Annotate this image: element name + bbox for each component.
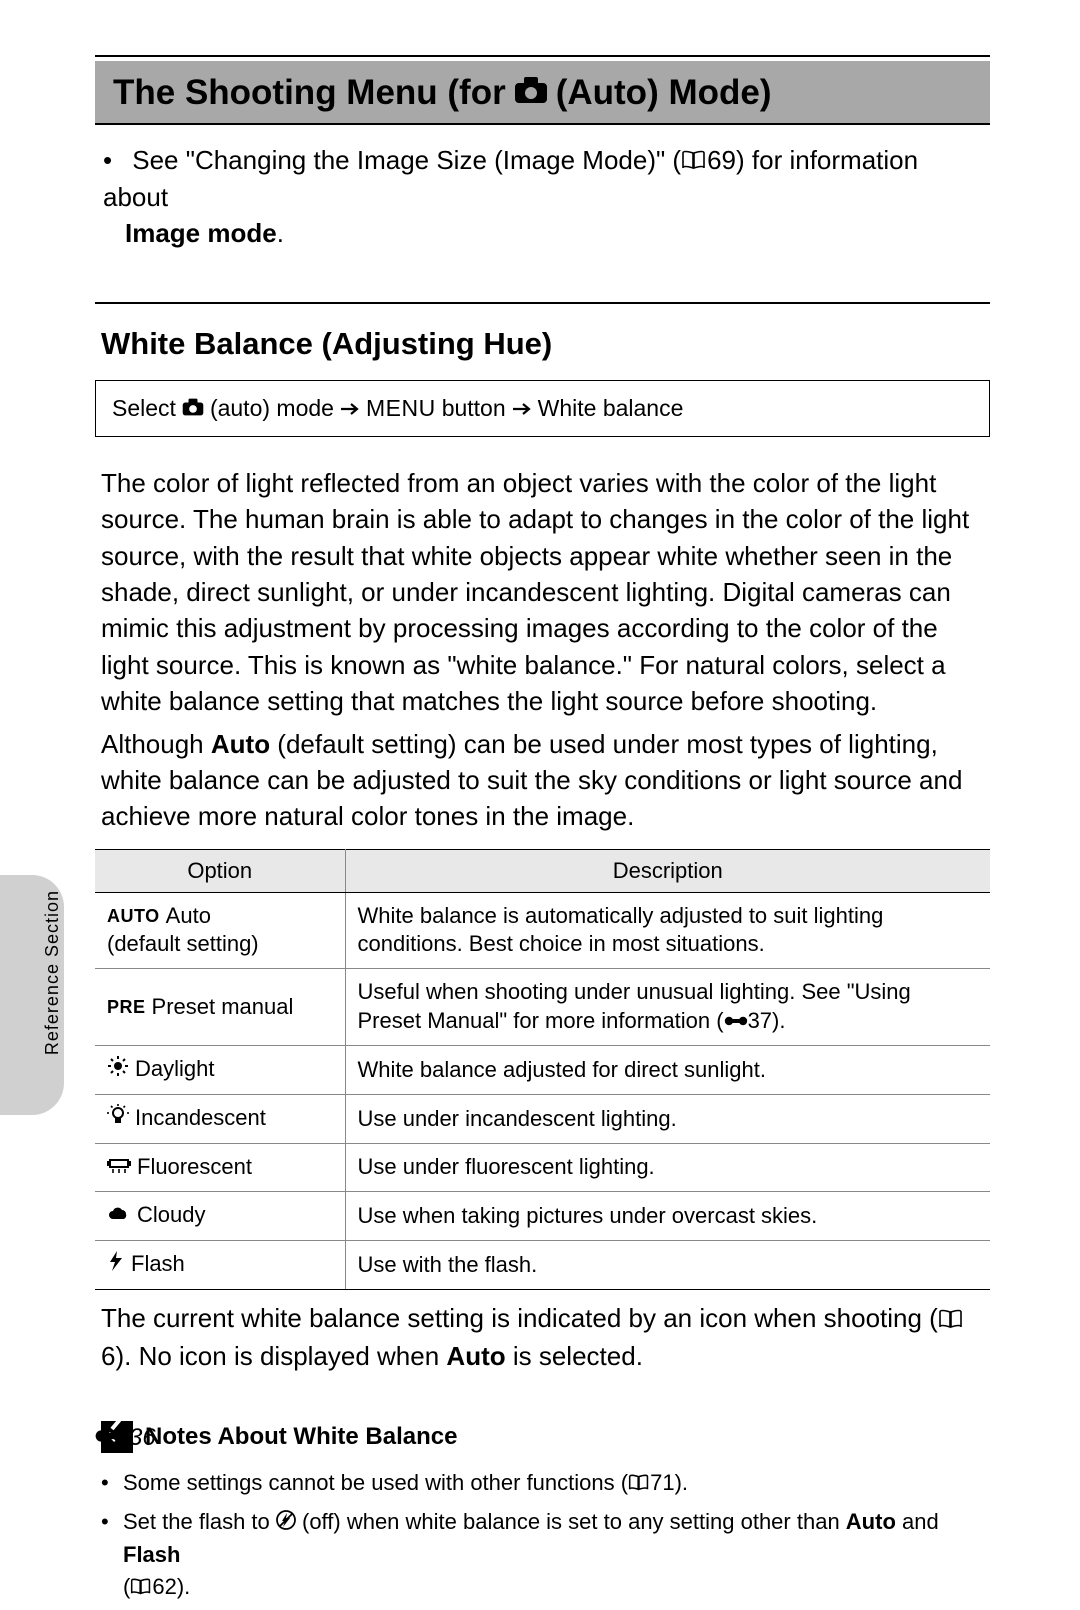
option-desc: White balance adjusted for direct sunlig…	[345, 1045, 990, 1094]
camera-icon	[514, 73, 548, 113]
intro-block: See "Changing the Image Size (Image Mode…	[95, 125, 990, 252]
option-label: Preset manual	[152, 994, 294, 1019]
arrow-right-icon	[340, 395, 360, 422]
navigation-path-box: Select (auto) mode MENU button White bal…	[95, 380, 990, 437]
camera-icon	[182, 395, 204, 422]
auto-icon: AUTO	[107, 905, 160, 928]
desc-pre: Useful when shooting under unusual light…	[358, 979, 911, 1033]
option-label: Daylight	[135, 1056, 214, 1081]
nav-btn: button	[442, 395, 506, 422]
notes-block: Notes About White Balance Some settings …	[95, 1421, 990, 1604]
after-post: is selected.	[506, 1341, 643, 1371]
notes-title: Notes About White Balance	[145, 1423, 457, 1451]
table-row: Fluorescent Use under fluorescent lighti…	[95, 1143, 990, 1191]
note2-mid: (off) when white balance is set to any s…	[296, 1509, 846, 1534]
option-label: Fluorescent	[137, 1154, 252, 1179]
after-ref: 6	[101, 1341, 115, 1371]
intro-end: .	[277, 218, 284, 248]
intro-ref: 69	[707, 145, 736, 175]
page-number-value: 36	[129, 1424, 156, 1452]
after-pre: The current white balance setting is ind…	[101, 1303, 938, 1333]
section-divider	[95, 302, 990, 304]
option-desc: Use with the flash.	[345, 1240, 990, 1289]
para2-bold: Auto	[211, 729, 270, 759]
option-label: Flash	[131, 1251, 185, 1276]
table-header-option: Option	[95, 849, 345, 892]
after-table-para: The current white balance setting is ind…	[95, 1300, 990, 1375]
intro-bold: Image mode	[125, 218, 277, 248]
note2-b1: Auto	[846, 1509, 896, 1534]
option-desc: Useful when shooting under unusual light…	[345, 968, 990, 1045]
note2-post-open: (	[123, 1574, 130, 1599]
note2-and: and	[896, 1509, 939, 1534]
notes-heading: Notes About White Balance	[101, 1421, 984, 1453]
reference-section-label: Reference Section	[42, 890, 63, 1055]
arrow-right-icon	[512, 395, 532, 422]
table-row: Cloudy Use when taking pictures under ov…	[95, 1192, 990, 1240]
desc-ref: 37	[748, 1008, 772, 1033]
cloudy-icon	[107, 1202, 131, 1231]
note2-post: ).	[177, 1574, 190, 1599]
intro-text-pre: See "Changing the Image Size (Image Mode…	[132, 145, 681, 175]
nav-end: White balance	[538, 395, 684, 422]
title-text-post: (Auto) Mode)	[556, 73, 772, 113]
table-row: AUTO Auto (default setting) White balance…	[95, 892, 990, 968]
page-title-bar: The Shooting Menu (for (Auto) Mode)	[95, 61, 990, 125]
page-title: The Shooting Menu (for (Auto) Mode)	[113, 73, 972, 113]
notes-item: Set the flash to (off) when white balanc…	[101, 1506, 984, 1604]
fluorescent-icon	[107, 1154, 131, 1183]
table-header-description: Description	[345, 849, 990, 892]
daylight-icon	[107, 1055, 129, 1085]
ref-link-icon	[95, 1424, 125, 1452]
option-desc: Use under incandescent lighting.	[345, 1094, 990, 1143]
paragraph-2: Although Auto (default setting) can be u…	[95, 726, 990, 835]
book-ref-icon	[681, 144, 707, 180]
option-label: Cloudy	[137, 1202, 205, 1227]
page-number: 36	[95, 1424, 156, 1452]
notes-item: Some settings cannot be used with other …	[101, 1467, 984, 1500]
para2-pre: Although	[101, 729, 211, 759]
note2-ref: 62	[152, 1574, 176, 1599]
option-label: Auto	[166, 903, 211, 928]
table-row: Incandescent Use under incandescent ligh…	[95, 1094, 990, 1143]
note1-pre: Some settings cannot be used with other …	[123, 1470, 628, 1495]
note2-b2: Flash	[123, 1542, 180, 1567]
ref-link-icon	[724, 1007, 748, 1036]
nav-mode: (auto) mode	[210, 395, 334, 422]
note2-pre: Set the flash to	[123, 1509, 276, 1534]
after-mid: ). No icon is displayed when	[115, 1341, 446, 1371]
flash-icon	[107, 1250, 125, 1280]
pre-icon: PRE	[107, 996, 146, 1019]
option-desc: Use under fluorescent lighting.	[345, 1143, 990, 1191]
option-label: Incandescent	[135, 1105, 266, 1130]
option-desc: Use when taking pictures under overcast …	[345, 1192, 990, 1240]
incandescent-icon	[107, 1104, 129, 1134]
book-ref-icon	[130, 1572, 152, 1604]
title-text-pre: The Shooting Menu (for	[113, 73, 506, 113]
nav-menu: MENU	[366, 395, 436, 422]
book-ref-icon	[938, 1302, 964, 1338]
table-row: Daylight White balance adjusted for dire…	[95, 1045, 990, 1094]
nav-pre: Select	[112, 395, 176, 422]
white-balance-table: Option Description AUTO Auto (default set…	[95, 849, 990, 1290]
note1-ref: 71	[650, 1470, 674, 1495]
note1-post: ).	[675, 1470, 688, 1495]
after-bold: Auto	[446, 1341, 505, 1371]
flash-off-icon	[276, 1507, 296, 1539]
option-sublabel: (default setting)	[107, 931, 259, 956]
paragraph-1: The color of light reflected from an obj…	[95, 465, 990, 720]
option-desc: White balance is automatically adjusted …	[345, 892, 990, 968]
table-row: Flash Use with the flash.	[95, 1240, 990, 1289]
table-row: PRE Preset manual Useful when shooting un…	[95, 968, 990, 1045]
section-heading: White Balance (Adjusting Hue)	[101, 326, 990, 362]
desc-post: ).	[772, 1008, 785, 1033]
book-ref-icon	[628, 1468, 650, 1500]
